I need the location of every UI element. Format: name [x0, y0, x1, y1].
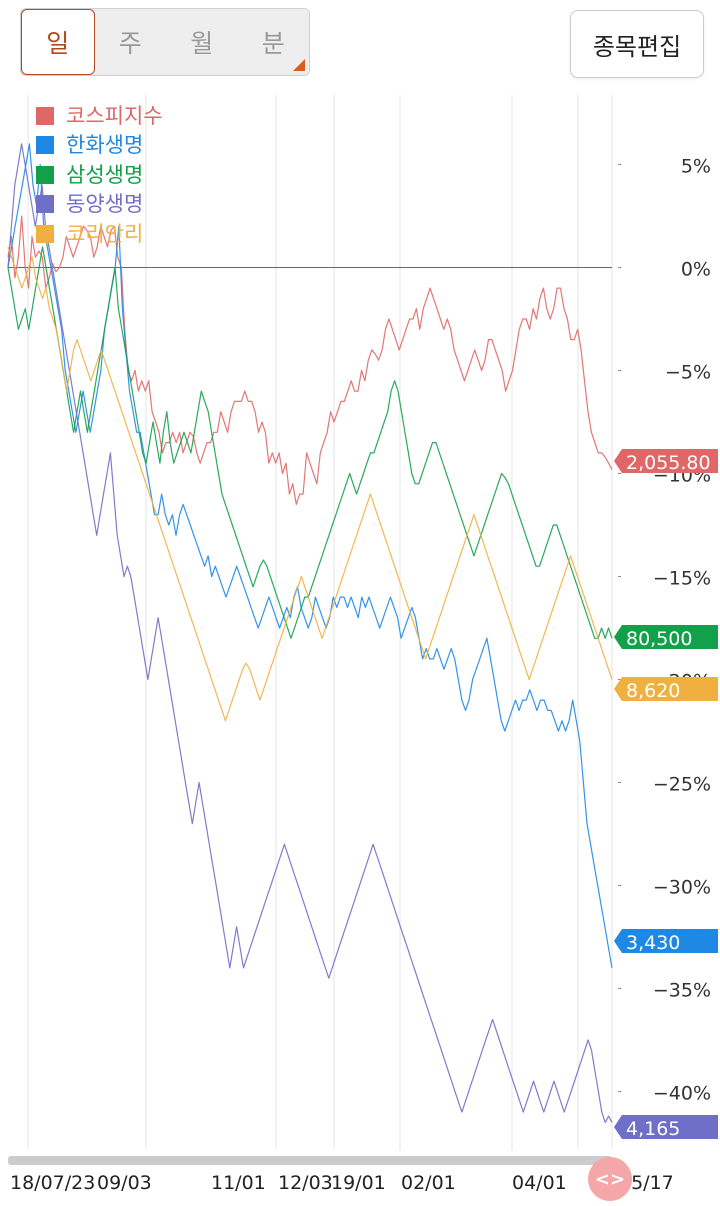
legend-swatch: [36, 136, 54, 155]
chart-scroll-handle[interactable]: <>: [588, 1157, 632, 1201]
legend-item-hanwha: 한화생명: [36, 131, 163, 161]
legend-item-tongyang: 동양생명: [36, 190, 163, 220]
x-tick-label: 11/01: [211, 1172, 266, 1194]
last-value-tag-samsung: [614, 625, 718, 649]
tab-week[interactable]: 주: [94, 9, 166, 75]
y-tick-label: −30%: [653, 877, 711, 899]
legend: 코스피지수 한화생명 삼성생명 동양생명 코리안리: [36, 101, 163, 249]
x-tick-label: 12/03: [278, 1172, 333, 1194]
y-tick-label: −5%: [665, 362, 711, 384]
dropdown-corner-icon: [293, 59, 305, 71]
tab-day[interactable]: 일: [21, 9, 95, 75]
x-tick-label: 09/03: [97, 1172, 152, 1194]
last-value-label-hanwha: 3,430: [626, 932, 680, 954]
series-line-samsung: [7, 246, 613, 639]
legend-label: 동양생명: [66, 192, 144, 217]
legend-swatch: [36, 165, 54, 184]
last-value-label-tongyang: 4,165: [626, 1118, 680, 1140]
series-line-korean_re: [7, 246, 613, 722]
legend-label: 삼성생명: [66, 162, 144, 187]
tab-minute-label: 분: [261, 29, 285, 58]
x-tick-label: 05/17: [619, 1172, 674, 1194]
chart-scrollbar-track: [8, 1156, 612, 1165]
legend-item-korean-re: 코리안리: [36, 219, 163, 249]
last-value-label-kospi: 2,055.80: [626, 452, 711, 474]
legend-swatch: [36, 224, 54, 243]
x-tick-label: 19/01: [331, 1172, 386, 1194]
last-value-label-samsung: 80,500: [626, 628, 692, 650]
legend-item-samsung: 삼성생명: [36, 160, 163, 190]
legend-item-kospi: 코스피지수: [36, 101, 163, 131]
edit-stocks-button[interactable]: 종목편집: [570, 10, 704, 78]
last-value-label-korean_re: 8,620: [626, 680, 680, 702]
tab-month[interactable]: 월: [166, 9, 238, 75]
legend-label: 코리안리: [66, 221, 144, 246]
y-tick-label: 0%: [681, 259, 711, 281]
y-tick-label: −25%: [653, 774, 711, 796]
x-tick-label: 18/07/23: [10, 1172, 95, 1194]
last-value-tag-tongyang: [614, 1115, 718, 1139]
y-tick-label: −15%: [653, 568, 711, 590]
y-tick-label: −40%: [653, 1083, 711, 1105]
legend-swatch: [36, 106, 54, 125]
legend-label: 코스피지수: [66, 103, 163, 128]
last-value-tag-korean_re: [614, 677, 718, 701]
tab-minute[interactable]: 분: [237, 9, 309, 75]
x-tick-label: 02/01: [401, 1172, 456, 1194]
legend-label: 한화생명: [66, 133, 144, 158]
y-tick-label: 5%: [681, 156, 711, 178]
y-tick-label: −35%: [653, 980, 711, 1002]
period-tabs: 일 주 월 분: [20, 8, 310, 76]
last-value-tag-kospi: [614, 449, 718, 473]
last-value-tag-hanwha: [614, 929, 718, 953]
series-line-tongyang: [7, 143, 613, 1124]
series-line-kospi: [7, 215, 613, 505]
x-tick-label: 04/01: [512, 1172, 567, 1194]
legend-swatch: [36, 195, 54, 214]
